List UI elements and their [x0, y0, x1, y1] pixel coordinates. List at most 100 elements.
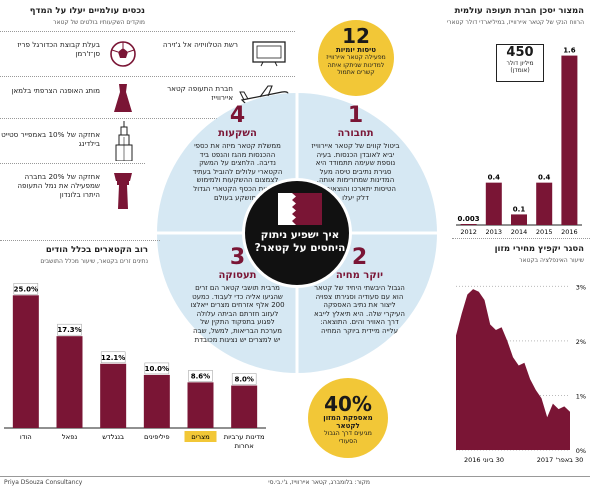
asset-item: מותג האופנה הצרפתי בלמאן — [0, 78, 147, 118]
center-circle: איך ישפיע ניתוק היחסים על קטאר? — [242, 178, 352, 288]
section-employment: 3 תעסוקה מרבית תושבי קטאר הם זרים שהגיעו… — [190, 245, 285, 344]
bar — [485, 182, 502, 225]
bar-value-label: 0.003 — [458, 215, 480, 223]
bar-value-label: 8.0% — [234, 376, 253, 384]
qatar-flag-icon — [278, 193, 322, 225]
section-title: יוקר מחיה — [335, 270, 384, 281]
category-label: מצרים — [191, 433, 210, 441]
bar — [187, 382, 214, 428]
center-title: איך ישפיע ניתוק היחסים על קטאר? — [254, 229, 346, 254]
section-body: ממשלת קטאר מיזה את כספי ההכנסות מהגז והנ… — [192, 142, 283, 202]
section-number: 1 — [347, 103, 364, 128]
assets-panel: נכסים עולמיים יעלו על המדף מוקדים השקעות… — [0, 0, 145, 225]
bar-value-box — [100, 351, 126, 364]
tick-label: 2014 — [511, 228, 528, 235]
airline-chart-title: המצור יסכן חברת תעופה עולמית — [454, 6, 584, 16]
asset-text: חברת התעופה קטאר איירווייז — [167, 84, 233, 102]
flights-callout: 12 טיסות יומיות מפעילה קטאר איירווייז למ… — [318, 20, 394, 96]
asset-text: אחזקה של 20% בחברה שמפעילה את נמל התעופה… — [17, 172, 100, 199]
badge-text: מיליון דולר (אומדן) — [506, 60, 534, 74]
bar — [536, 182, 553, 225]
dress-icon — [108, 80, 138, 116]
bar-value-label: 1.6 — [563, 47, 576, 55]
assets-title: נכסים עולמיים יעלו על המדף — [29, 6, 145, 16]
section-cost-of-living: 2 יוקר מחיה הגבול היבשתי היחיד של קטאר ה… — [312, 245, 407, 336]
section-title: תעסוקה — [218, 270, 257, 281]
section-body: הגבול היבשתי היחיד של קטאר הוא עם סעודיה… — [314, 284, 405, 335]
tick-label: 2012 — [460, 228, 477, 235]
bar-value-label: 0.4 — [538, 174, 551, 182]
bar-value-label: 17.3% — [57, 326, 81, 334]
bar — [460, 224, 477, 225]
callout-text: מפעילה קטאר איירווייז למדינות שניתקו אית… — [326, 54, 386, 76]
bar — [231, 385, 258, 428]
bar-value-box — [188, 370, 213, 382]
tick-label: 2013 — [486, 228, 503, 235]
footer-credit: Priya DSouza Consultancy — [4, 479, 83, 486]
inflation-area — [456, 289, 570, 450]
building-tv-icon — [248, 38, 290, 68]
bar-value-label: 10.0% — [145, 365, 169, 373]
tick-label: 2016 — [561, 228, 578, 235]
section-title: תחבורה — [337, 128, 374, 139]
highlight-box — [184, 431, 217, 442]
bar-value-box — [231, 373, 257, 385]
asset-item: רשת הטלוויזיה אל ג'זירה — [148, 36, 295, 74]
assets-subtitle: מוקדים השקעותיו בולטים של קטאר — [53, 19, 145, 26]
footer-source: מקור: בלומברג, קטאר איירווייז, ג'י.בי.סי — [268, 479, 370, 486]
control-tower-icon — [108, 168, 138, 212]
section-body: מרבית תושבי קטאר הם זרים שהגיעו אליה כדי… — [190, 284, 285, 344]
section-number: 2 — [351, 245, 368, 270]
tick-label: 0% — [576, 447, 586, 455]
callout-label: טיסות יומיות — [336, 46, 376, 54]
skyscraper-icon — [110, 120, 138, 162]
foreign-workers-chart: 25.0% הודו 17.3% נפאל 12.1% בנגלדש 10.0% פיליפי… — [4, 283, 266, 450]
bar-value-label: 0.1 — [513, 205, 526, 213]
callout-value: 12 — [342, 24, 370, 48]
category-label: בנגלדש — [102, 433, 124, 441]
asset-text: בעלת קבוצת הכדורגל פריז סן־ז'רמן — [17, 40, 100, 58]
callout-label: מאספקת המזון לקטאר — [323, 414, 373, 430]
asset-item: בעלת קבוצת הכדורגל פריז סן־ז'רמן — [0, 36, 147, 74]
asset-text: אחזקה של 10% באמפייר סטייט בילדינג — [1, 130, 100, 148]
callout-text: מגיעים דרך הגבול הסעודי — [324, 430, 372, 445]
tick-label: 3% — [576, 283, 586, 291]
food-supply-callout: 40% מאספקת המזון לקטאר מגיעים דרך הגבול … — [308, 378, 388, 458]
bar-value-label: 25.0% — [14, 285, 38, 293]
bar-value-label: 12.1% — [101, 354, 125, 362]
asset-item: אחזקה של 20% בחברה שמפעילה את נמל התעופה… — [0, 166, 147, 216]
airline-chart-subtitle: הרווח הנקי של קטאר איירווייז, במיליארדי … — [446, 19, 584, 26]
badge-box: 450 מיליון דולר (אומדן) — [496, 44, 544, 82]
badge-value: 450 — [506, 45, 534, 60]
category-label: פיליפינים — [144, 433, 170, 441]
bar-value-box — [57, 323, 82, 336]
asset-text: מותג האופנה הצרפתי בלמאן — [11, 86, 100, 95]
category-label: אחרות — [235, 442, 254, 450]
workers-chart-title: רוב הקטארים בכלל הודים — [45, 245, 148, 255]
section-number: 3 — [229, 245, 246, 270]
tick-label: 30 ביוני 2016 — [464, 456, 504, 464]
airline-profit-chart: 0.003 2012 0.4 2013 0.1 2014 0.4 2015 1.6 2016 — [456, 47, 582, 235]
section-investments: 4 השקעות ממשלת קטאר מיזה את כספי ההכנסות… — [190, 103, 285, 202]
section-number: 4 — [229, 103, 246, 128]
bar-value-box — [13, 283, 39, 295]
bar — [143, 374, 170, 428]
category-label: נפאל — [62, 433, 78, 441]
bar — [561, 55, 578, 226]
asset-item: אחזקה של 10% באמפייר סטייט בילדינג — [0, 120, 147, 162]
bar-value-label: 0.4 — [488, 174, 501, 182]
inflation-area-chart: 0% 1% 2% 3% 30 ביוני 2016 30 באפר' 2017 — [456, 283, 586, 464]
footer: Priya DSouza Consultancy מקור: בלומברג, … — [0, 476, 590, 488]
soccer-ball-icon — [106, 38, 140, 70]
bar — [100, 363, 127, 428]
tick-label: 1% — [576, 392, 586, 400]
asset-text: רשת הטלוויזיה אל ג'זירה — [162, 40, 238, 49]
bar-value-label: 8.6% — [191, 372, 210, 380]
bar-value-box — [144, 362, 170, 375]
inflation-chart-subtitle: שיעור האינפלציה בקטאר — [519, 257, 584, 264]
workers-chart-subtitle: נתינים זרים בקטאר, שיעור מכלל התושבים — [40, 258, 148, 265]
inflation-chart-title: הסגר יקפיץ מחירי מזון — [494, 244, 584, 254]
tick-label: 30 באפר' 2017 — [537, 456, 584, 464]
tick-label: 2% — [576, 338, 586, 346]
tick-label: 2015 — [536, 228, 553, 235]
